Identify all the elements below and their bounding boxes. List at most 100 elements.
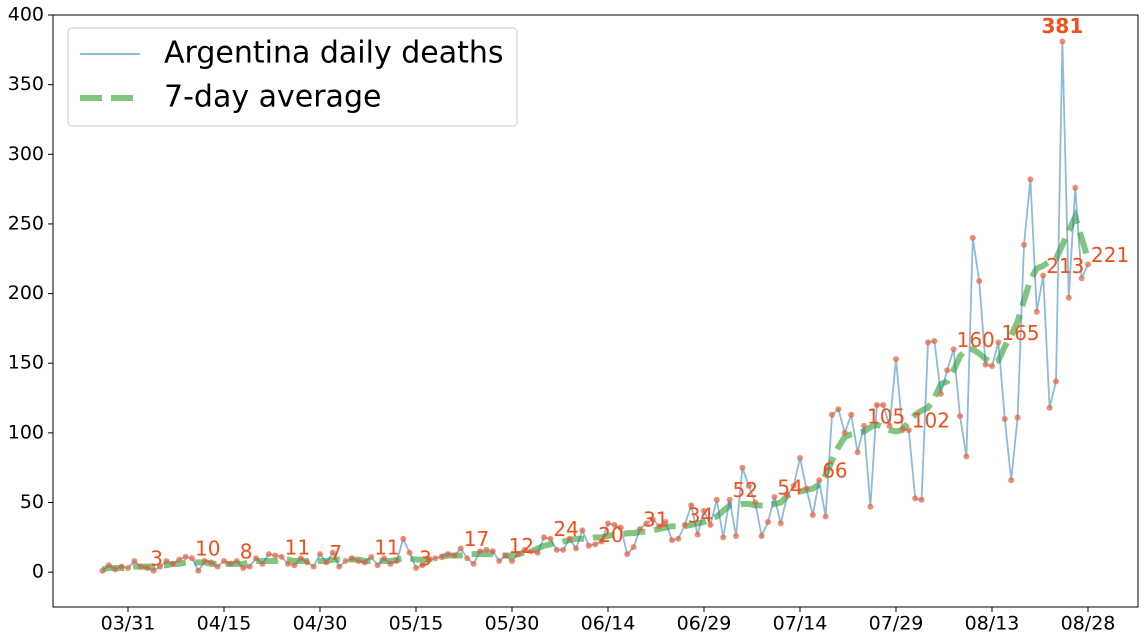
value-label: 12 xyxy=(509,534,534,558)
value-label: 3 xyxy=(419,546,432,570)
daily-point xyxy=(1065,294,1072,301)
daily-point xyxy=(976,278,983,285)
daily-point xyxy=(873,402,880,409)
daily-point xyxy=(291,562,298,569)
daily-point xyxy=(489,548,496,555)
daily-point xyxy=(150,567,157,574)
daily-point xyxy=(1085,261,1091,268)
y-tick-label: 0 xyxy=(32,561,44,583)
value-label: 8 xyxy=(240,540,253,564)
daily-point xyxy=(445,551,451,558)
y-tick-label: 300 xyxy=(8,143,44,165)
daily-point xyxy=(233,558,240,565)
daily-point xyxy=(182,553,189,560)
daily-point xyxy=(777,520,784,527)
daily-point xyxy=(605,520,611,527)
daily-point xyxy=(329,549,336,556)
daily-point xyxy=(592,541,599,548)
y-tick-label: 100 xyxy=(8,421,44,443)
value-label: 54 xyxy=(777,475,802,499)
daily-point xyxy=(553,546,560,553)
daily-point xyxy=(253,555,259,562)
value-label: 165 xyxy=(1001,321,1039,345)
daily-point xyxy=(957,413,963,420)
x-tick-label: 08/13 xyxy=(965,613,1020,635)
daily-point xyxy=(502,552,509,559)
daily-point xyxy=(310,563,317,570)
daily-point xyxy=(617,524,624,531)
daily-point xyxy=(688,502,695,509)
daily-point xyxy=(694,531,701,538)
daily-point xyxy=(214,563,221,570)
daily-point xyxy=(374,562,381,569)
value-label: 24 xyxy=(553,517,578,541)
daily-point xyxy=(630,544,637,551)
daily-point xyxy=(560,546,567,553)
daily-point xyxy=(105,562,112,569)
daily-point xyxy=(457,545,464,552)
daily-point xyxy=(963,453,970,460)
daily-point xyxy=(1059,38,1066,45)
daily-point xyxy=(528,548,535,555)
value-label: 20 xyxy=(598,523,623,547)
daily-point xyxy=(1078,275,1085,282)
value-label: 17 xyxy=(464,527,489,551)
daily-point xyxy=(342,558,349,565)
daily-point xyxy=(208,559,215,566)
daily-point xyxy=(707,521,714,528)
value-label: 221 xyxy=(1091,243,1129,267)
value-label: 7 xyxy=(329,541,342,565)
daily-point xyxy=(496,558,503,565)
daily-point xyxy=(931,337,938,344)
daily-point xyxy=(425,556,432,563)
daily-point xyxy=(1008,477,1015,484)
daily-point xyxy=(176,556,183,563)
daily-point xyxy=(681,521,688,528)
daily-point xyxy=(368,553,375,560)
daily-point xyxy=(413,564,419,571)
daily-point xyxy=(918,496,925,503)
daily-point xyxy=(829,411,835,418)
value-label: 11 xyxy=(374,535,399,559)
value-label: 66 xyxy=(822,459,847,483)
value-label: 213 xyxy=(1046,254,1084,278)
daily-point xyxy=(784,492,791,499)
daily-point xyxy=(611,521,618,528)
daily-point xyxy=(886,422,893,429)
daily-point xyxy=(771,493,778,500)
daily-point xyxy=(406,549,413,556)
daily-point xyxy=(349,555,355,562)
x-tick-label: 06/29 xyxy=(677,613,732,635)
daily-point xyxy=(336,563,343,570)
x-tick-label: 07/29 xyxy=(869,613,924,635)
daily-point xyxy=(745,482,752,489)
daily-point xyxy=(515,551,522,558)
y-tick-label: 400 xyxy=(8,4,44,26)
x-tick-label: 05/15 xyxy=(389,613,444,635)
daily-point xyxy=(937,390,944,397)
daily-point xyxy=(297,555,304,562)
daily-point xyxy=(880,402,887,409)
daily-point xyxy=(893,356,899,363)
daily-point xyxy=(713,496,720,503)
legend-label: Argentina daily deaths xyxy=(164,36,504,71)
daily-point xyxy=(1021,241,1027,248)
value-label: 3 xyxy=(150,546,163,570)
daily-point xyxy=(221,558,227,565)
value-label: 31 xyxy=(643,507,668,531)
daily-point xyxy=(521,546,528,553)
average-line xyxy=(101,208,1091,573)
daily-point xyxy=(477,548,483,555)
daily-point xyxy=(464,555,471,562)
daily-point xyxy=(381,555,387,562)
daily-point xyxy=(848,411,855,418)
value-label: 105 xyxy=(867,404,905,428)
daily-point xyxy=(285,560,291,567)
daily-point xyxy=(624,551,631,558)
daily-point xyxy=(419,562,426,569)
value-label: 11 xyxy=(285,535,310,559)
x-tick-label: 08/28 xyxy=(1061,613,1116,635)
daily-point xyxy=(861,422,867,429)
daily-point xyxy=(969,234,976,241)
value-label: 52 xyxy=(733,478,758,502)
